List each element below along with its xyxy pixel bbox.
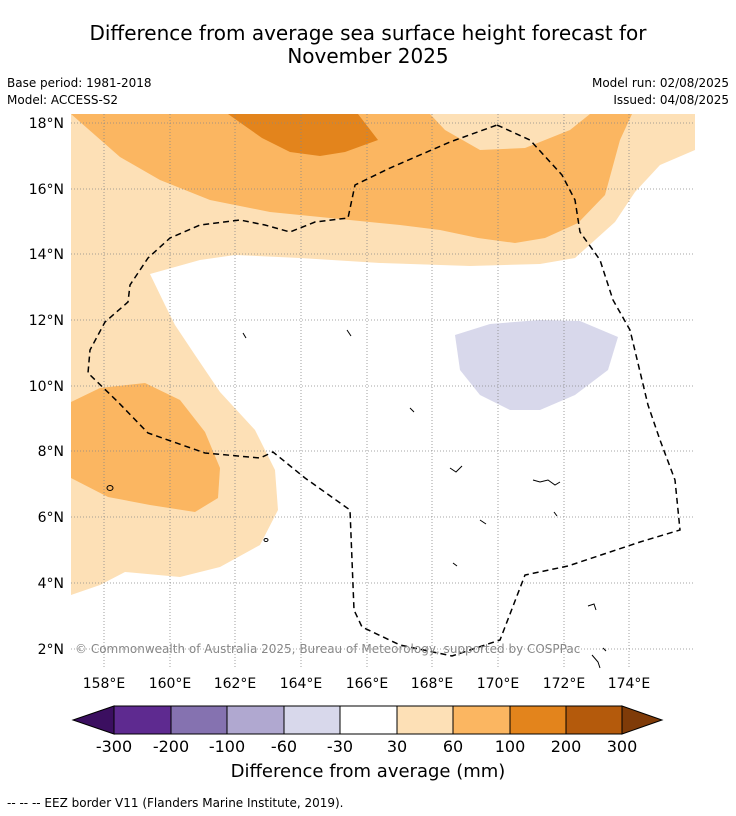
- map-title: Difference from average sea surface heig…: [0, 22, 736, 68]
- colorbar-tick: 300: [607, 737, 638, 756]
- lat-labels: 18°N 16°N 14°N 12°N 10°N 8°N 6°N 4°N 2°N: [29, 116, 64, 658]
- lat-label: 18°N: [29, 116, 64, 132]
- map-area: [71, 114, 695, 669]
- model-run: Model run: 02/08/2025: [591, 76, 729, 90]
- colorbar-box: [509, 705, 567, 735]
- colorbar-tick: 200: [551, 737, 582, 756]
- colorbar-box: [565, 705, 623, 735]
- copyright-text: © Commonwealth of Australia 2025, Bureau…: [75, 642, 580, 656]
- colorbar-tick: -300: [96, 737, 132, 756]
- lat-label: 14°N: [29, 247, 64, 263]
- lat-label: 16°N: [29, 182, 64, 198]
- colorbar-tick: 30: [387, 737, 407, 756]
- colorbar-tick: 60: [443, 737, 463, 756]
- eez-border: [87, 124, 681, 657]
- lon-label: 160°E: [149, 676, 192, 692]
- lon-label: 158°E: [83, 676, 126, 692]
- island-8: [346, 329, 352, 337]
- colorbar-arrow-left: [71, 705, 115, 735]
- band-neg-60-30: [455, 320, 618, 410]
- meta-left: Base period: 1981-2018 Model: ACCESS-S2: [7, 75, 152, 109]
- island-5: [587, 603, 597, 611]
- colorbar-box: [339, 705, 398, 735]
- colorbar-tick: -60: [271, 737, 297, 756]
- island-2: [263, 538, 269, 542]
- lon-label: 168°E: [411, 676, 454, 692]
- graticule: [71, 114, 695, 669]
- lon-label: 174°E: [608, 676, 651, 692]
- colorbar-tick: -100: [209, 737, 245, 756]
- island-10: [452, 562, 458, 567]
- island-13: [602, 647, 607, 652]
- island-3: [532, 479, 561, 486]
- lon-label: 170°E: [477, 676, 520, 692]
- issued-date: Issued: 04/08/2025: [613, 93, 729, 107]
- colorbar-box: [170, 705, 228, 735]
- lon-label: 166°E: [346, 676, 389, 692]
- lon-label: 164°E: [280, 676, 323, 692]
- title-line-2: November 2025: [287, 44, 449, 68]
- island-1: [106, 485, 114, 491]
- band-60-100-north: [71, 114, 632, 243]
- lon-label: 172°E: [543, 676, 586, 692]
- island-12: [409, 407, 415, 413]
- colorbar-box: [396, 705, 454, 735]
- colorbar-label: Difference from average (mm): [230, 761, 506, 782]
- title-line-1: Difference from average sea surface heig…: [89, 21, 647, 45]
- islands: [106, 329, 607, 669]
- band-60-100-west: [71, 383, 220, 512]
- lat-label: 8°N: [38, 444, 64, 460]
- island-7: [242, 332, 247, 339]
- island-11: [479, 519, 487, 525]
- colorbar-box: [452, 705, 511, 735]
- island-9: [553, 511, 558, 517]
- colorbar-box: [283, 705, 341, 735]
- colorbar-tick: -30: [327, 737, 353, 756]
- lat-label: 2°N: [38, 642, 64, 658]
- lat-label: 6°N: [38, 510, 64, 526]
- colorbar-tick: -200: [153, 737, 189, 756]
- colorbar: -300 -200 -100 -60 -30 30 60 100 200 300: [71, 705, 664, 756]
- lat-label: 10°N: [29, 379, 64, 395]
- base-period: Base period: 1981-2018: [7, 76, 152, 90]
- footnote: -- -- -- EEZ border V11 (Flanders Marine…: [7, 796, 344, 810]
- band-neutral: [71, 150, 695, 669]
- meta-right: Model run: 02/08/2025 Issued: 04/08/2025: [592, 75, 729, 109]
- lat-label: 12°N: [29, 313, 64, 329]
- model-name: Model: ACCESS-S2: [7, 93, 119, 107]
- lon-label: 162°E: [214, 676, 257, 692]
- island-4: [449, 465, 463, 473]
- colorbar-box: [226, 705, 285, 735]
- lat-label: 4°N: [38, 576, 64, 592]
- lon-labels: 158°E 160°E 162°E 164°E 166°E 168°E 170°…: [83, 676, 651, 692]
- island-6: [591, 654, 601, 669]
- band-100-200-north: [228, 114, 378, 156]
- colorbar-box: [113, 705, 172, 735]
- colorbar-ticks: -300 -200 -100 -60 -30 30 60 100 200 300: [96, 737, 637, 756]
- colorbar-arrow-right: [621, 705, 664, 735]
- colorbar-tick: 100: [495, 737, 526, 756]
